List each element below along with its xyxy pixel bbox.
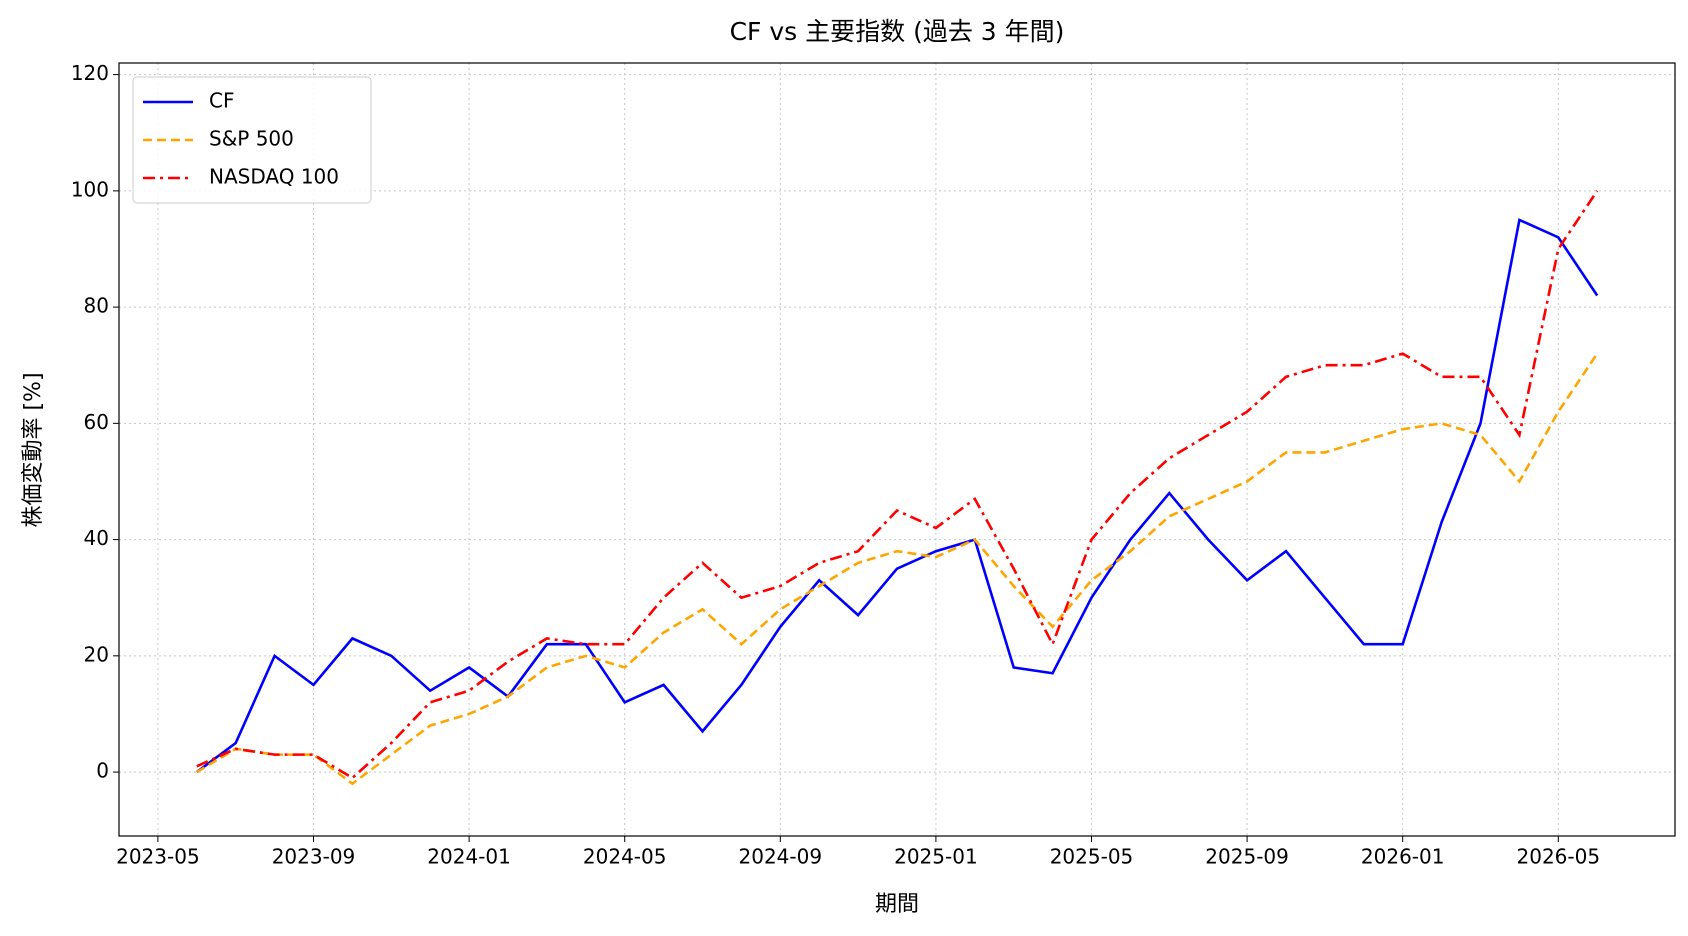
x-tick-label: 2023-09 [272, 845, 356, 869]
x-tick-label: 2025-01 [894, 845, 978, 869]
y-tick-label: 20 [84, 642, 109, 666]
legend: CF S&P 500 NASDAQ 100 [132, 76, 372, 204]
y-tick-label: 80 [84, 294, 109, 318]
x-tick-label: 2026-05 [1517, 845, 1601, 869]
x-tick-label: 2025-09 [1205, 845, 1289, 869]
x-tick-label: 2024-05 [583, 845, 667, 869]
y-tick-label: 60 [84, 410, 109, 434]
chart-title: CF vs 主要指数 (過去 3 年間) [730, 17, 1065, 46]
y-tick-label: 120 [71, 61, 109, 85]
x-axis-label: 期間 [875, 892, 919, 917]
y-tick-label: 0 [96, 759, 109, 783]
x-tick-label: 2026-01 [1361, 845, 1445, 869]
x-tick-label: 2025-05 [1050, 845, 1134, 869]
y-tick-label: 100 [71, 177, 109, 201]
y-axis-label: 株価変動率 [%] [21, 372, 46, 527]
series-line [196, 352, 1599, 786]
x-tick-label: 2024-01 [427, 845, 511, 869]
x-tick-label: 2024-09 [739, 845, 823, 869]
legend-label: CF [209, 89, 234, 113]
series-line [196, 190, 1599, 780]
series-line [196, 218, 1599, 774]
legend-label: S&P 500 [209, 127, 294, 151]
x-tick-label: 2023-05 [116, 845, 200, 869]
y-tick-label: 40 [84, 526, 109, 550]
legend-label: NASDAQ 100 [209, 165, 339, 189]
plot-frame [118, 62, 1676, 837]
legend-box [132, 76, 372, 204]
